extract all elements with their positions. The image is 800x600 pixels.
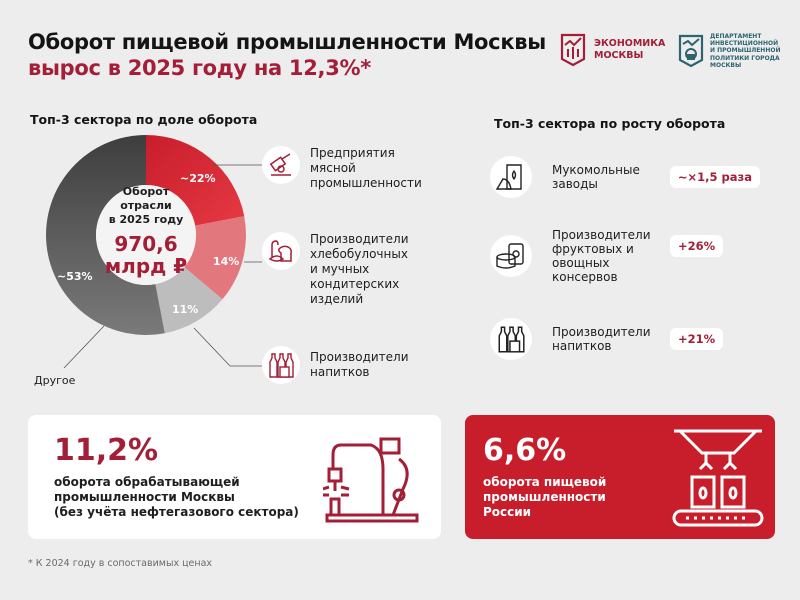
moscow-share-card: 11,2% оборота обрабатывающей промышленно…	[28, 415, 441, 539]
flour-bag-icon	[490, 156, 532, 198]
donut-chart	[46, 135, 246, 335]
share-section-title: Топ-3 сектора по доле оборота	[30, 112, 258, 127]
russia-share-text: России	[483, 505, 532, 519]
meat-cleaver-icon	[262, 146, 300, 184]
legend-item-bakery: Производители хлебобулочных и мучных кон…	[262, 232, 409, 307]
canned-food-icon	[490, 235, 532, 277]
legend-text: Предприятия	[310, 146, 395, 160]
footnote: * К 2024 году в сопоставимых ценах	[28, 558, 213, 569]
growth-text: Мукомольные	[551, 163, 640, 177]
growth-badge: ~×1,5 раза	[669, 166, 760, 188]
moscow-share-value: 11,2%	[54, 433, 159, 468]
moscow-share-text: (без учёта нефтегазового сектора)	[54, 505, 299, 519]
growth-text: консервов	[552, 270, 618, 284]
growth-text: Производители	[552, 325, 651, 339]
conveyor-icon	[672, 429, 764, 527]
growth-row-canned: Производители фруктовых и овощных консер…	[490, 228, 760, 284]
department-logo-line: МОСКВЫ	[710, 61, 742, 69]
moscow-share-text: оборота обрабатывающей	[54, 475, 240, 489]
growth-text: овощных	[552, 256, 610, 270]
moscow-share-text: промышленности Москвы	[54, 490, 235, 504]
page-title: Оборот пищевой промышленности Москвы	[28, 30, 546, 54]
russia-share-card: 6,6% оборота пищевой промышленности Росс…	[465, 415, 775, 539]
growth-section-title: Топ-3 сектора по росту оборота	[494, 116, 726, 131]
slice-label-bakery: 14%	[213, 255, 240, 268]
department-logo: ДЕПАРТАМЕНТ ИНВЕСТИЦИОННОЙ И ПРОМЫШЛЕННО…	[678, 33, 780, 69]
growth-row-drinks: Производители напитков +21%	[490, 318, 760, 360]
department-logo-line: И ПРОМЫШЛЕННОЙ	[710, 47, 781, 55]
center-label: Оборот	[122, 185, 170, 198]
legend-text: Производители	[310, 350, 409, 364]
department-logo-line: ПОЛИТИКИ ГОРОДА	[710, 54, 780, 62]
russia-share-value: 6,6%	[483, 433, 567, 468]
center-label: отрасли	[120, 199, 172, 212]
slice-other	[46, 135, 165, 335]
slice-meat	[146, 135, 245, 226]
slice-drinks	[155, 267, 223, 334]
robot-arm-icon	[323, 437, 419, 523]
department-logo-line: ДЕПАРТАМЕНТ	[710, 33, 762, 40]
growth-text: Производители	[552, 228, 651, 242]
center-value: 970,6	[114, 232, 178, 256]
center-label: в 2025 году	[108, 213, 184, 226]
slice-label-other: ~53%	[57, 270, 93, 283]
center-value-unit: млрд ₽	[104, 254, 188, 278]
bottles-icon	[262, 346, 300, 384]
legend-text: хлебобулочных	[310, 247, 408, 261]
donut-center: Оборот отрасли в 2025 году 970,6 млрд ₽	[96, 185, 196, 277]
growth-badge: +21%	[670, 328, 724, 350]
growth-text: фруктовых и	[552, 242, 634, 256]
legend-item-drinks: Производители напитков	[262, 346, 409, 384]
economy-logo: ЭКОНОМИКА МОСКВЫ	[560, 33, 665, 67]
legend-text: мясной	[310, 161, 356, 175]
slice-label-meat: ~22%	[180, 172, 216, 185]
department-logo-line: ИНВЕСТИЦИОННОЙ	[710, 40, 779, 48]
legend-text: напитков	[310, 365, 370, 379]
legend-text: изделий	[310, 292, 364, 306]
legend-text: Производители	[310, 232, 409, 246]
economy-logo-line2: МОСКВЫ	[594, 50, 644, 61]
slice-label-drinks: 11%	[172, 303, 199, 316]
russia-share-text: оборота пищевой	[483, 475, 607, 489]
other-label: Другое	[34, 374, 76, 387]
russia-share-text: промышленности	[483, 490, 606, 504]
legend-text: и мучных	[310, 262, 370, 276]
growth-row-flour: Мукомольные заводы ~×1,5 раза	[490, 156, 760, 198]
bread-icon	[262, 232, 300, 270]
growth-badge: +26%	[670, 235, 724, 257]
slice-bakery	[184, 216, 246, 300]
bottles-icon	[490, 318, 532, 360]
gear-shield-icon	[678, 34, 704, 68]
legend-text: кондитерских	[310, 277, 400, 291]
chart-shield-icon	[560, 33, 586, 67]
legend-item-meat: Предприятия мясной промышленности	[262, 146, 422, 191]
growth-text: заводы	[551, 177, 598, 191]
growth-text: напитков	[552, 339, 612, 353]
legend-text: промышленности	[310, 176, 422, 190]
economy-logo-line1: ЭКОНОМИКА	[594, 38, 666, 49]
page-subtitle: вырос в 2025 году на 12,3%*	[28, 56, 371, 80]
